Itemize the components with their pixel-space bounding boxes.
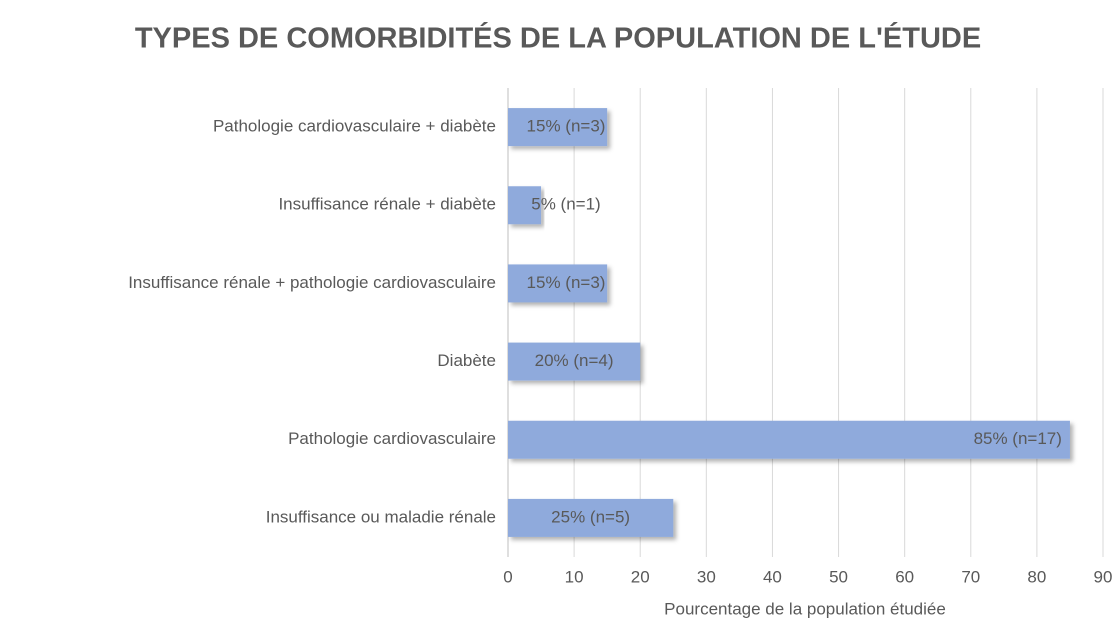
bar (508, 342, 641, 381)
chart-title: TYPES DE COMORBIDITÉS DE LA POPULATION D… (135, 21, 981, 55)
x-axis-label: Pourcentage de la population étudiée (664, 599, 946, 618)
bar (508, 264, 608, 303)
x-tick-label: 50 (829, 567, 848, 586)
y-tick-label: Insuffisance ou maladie rénale (266, 507, 496, 526)
x-tick-label: 20 (631, 567, 650, 586)
x-tick-label: 30 (697, 567, 716, 586)
y-tick-label: Pathologie cardiovasculaire + diabète (213, 117, 496, 136)
value-label: 15% (n=3) (527, 273, 606, 292)
y-tick-label: Insuffisance rénale + pathologie cardiov… (128, 273, 496, 292)
x-tick-label: 90 (1094, 567, 1113, 586)
value-label: 20% (n=4) (535, 351, 614, 370)
bar (508, 108, 608, 147)
x-tick-label: 70 (961, 567, 980, 586)
x-tick-label: 10 (565, 567, 584, 586)
value-label: 5% (n=1) (531, 195, 600, 214)
x-tick-label: 60 (895, 567, 914, 586)
x-tick-label: 0 (503, 567, 512, 586)
y-tick-label: Insuffisance rénale + diabète (278, 195, 496, 214)
bar (508, 186, 542, 225)
value-label: 25% (n=5) (551, 507, 630, 526)
y-tick-label: Pathologie cardiovasculaire (288, 429, 496, 448)
value-label: 15% (n=3) (527, 117, 606, 136)
x-tick-label: 80 (1027, 567, 1046, 586)
x-tick-label: 40 (763, 567, 782, 586)
value-label: 85% (n=17) (974, 429, 1062, 448)
y-tick-label: Diabète (437, 351, 496, 370)
bar (508, 420, 1070, 459)
bar (508, 498, 674, 537)
